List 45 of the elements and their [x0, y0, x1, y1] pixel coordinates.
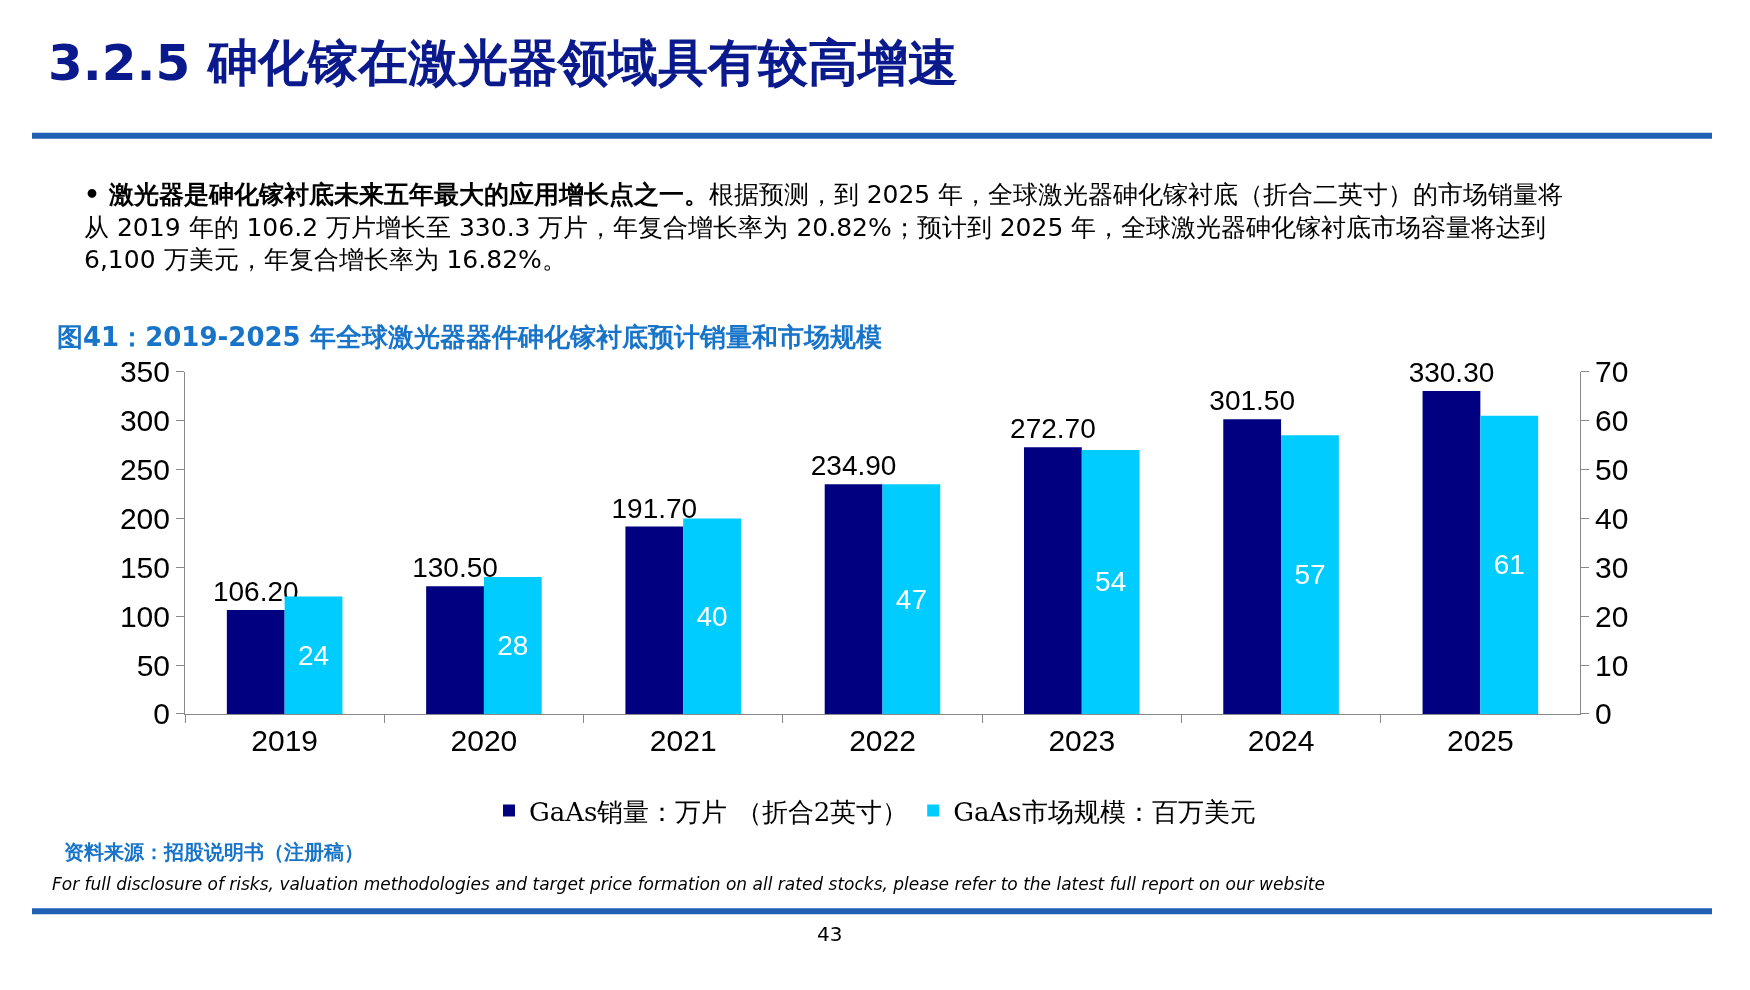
chart-title: 3.2.5 砷化镓在激光器领域具有较高增速	[48, 33, 958, 92]
x-tick-label: 2023	[1048, 723, 1116, 757]
data-label: 301.50	[1209, 385, 1295, 417]
y-tick-label: 0	[153, 697, 170, 731]
data-label: 61	[1493, 549, 1525, 581]
data-label: 24	[297, 639, 330, 671]
y2-tick-label: 0	[1595, 697, 1612, 731]
data-label: 40	[696, 600, 728, 632]
y2-tick-label: 40	[1595, 501, 1629, 535]
text: 43	[817, 922, 843, 946]
data-label: 234.90	[810, 450, 897, 482]
x-tick-label: 2020	[450, 723, 518, 757]
data-label: 191.70	[611, 492, 698, 524]
x-tick-label: 2019	[251, 723, 319, 757]
x-tick-label: 2025	[1446, 723, 1514, 757]
data-label: 28	[497, 629, 529, 661]
y2-tick-label: 60	[1595, 404, 1629, 438]
y-tick-label: 50	[136, 648, 170, 682]
data-label: 57	[1294, 559, 1326, 591]
x-tick-label: 2024	[1247, 723, 1315, 757]
y-tick-label: 100	[119, 599, 170, 633]
data-label: 106.20	[212, 576, 299, 608]
y2-tick-label: 50	[1595, 453, 1629, 486]
text: 资料来源：招股说明书（注册稿）	[64, 840, 364, 864]
data-label: 47	[895, 583, 927, 615]
data-label: 272.70	[1010, 413, 1096, 445]
y2-tick-label: 70	[1595, 355, 1629, 389]
text: • 激光器是砷化镓衬底未来五年最大的应用增长点之一。根据预测，到 2025 年，全球激光器砷化镓衬底（折合二英寸）的市场销量将从 2019 年的 106.2 万片增长至 330.3 万片，年复合增长率为 20.82%；预计到 2025 年，全球激光器砷化镓衬底市场容量将达到 6,100 万美元，年复合增长率为 16.82%。	[84, 180, 1564, 274]
y-tick-label: 150	[119, 550, 170, 584]
y-tick-label: 300	[119, 404, 170, 438]
data-label: 130.50	[412, 552, 498, 584]
chart-subtitle: 图41：2019-2025 年全球激光器器件砷化镓衬底预计销量和市场规模	[57, 322, 882, 352]
y2-tick-label: 30	[1595, 550, 1629, 584]
y2-tick-label: 10	[1595, 648, 1629, 682]
y-tick-label: 200	[119, 501, 170, 535]
y2-tick-label: 20	[1595, 599, 1629, 633]
legend-label: GaAs市场规模：百万美元	[953, 796, 1256, 827]
data-label: 54	[1095, 566, 1127, 598]
y-tick-label: 250	[119, 453, 170, 486]
x-tick-label: 2022	[849, 723, 916, 757]
legend-label: GaAs销量：万片 （折合2英寸）	[529, 796, 909, 827]
y-tick-label: 350	[119, 355, 170, 389]
data-label: 330.30	[1408, 356, 1495, 388]
x-tick-label: 2021	[649, 723, 717, 757]
text: For full disclosure of risks, valuation methodologies and target price formation on all rated stocks, please refer to the latest full report on our website	[52, 874, 1325, 894]
